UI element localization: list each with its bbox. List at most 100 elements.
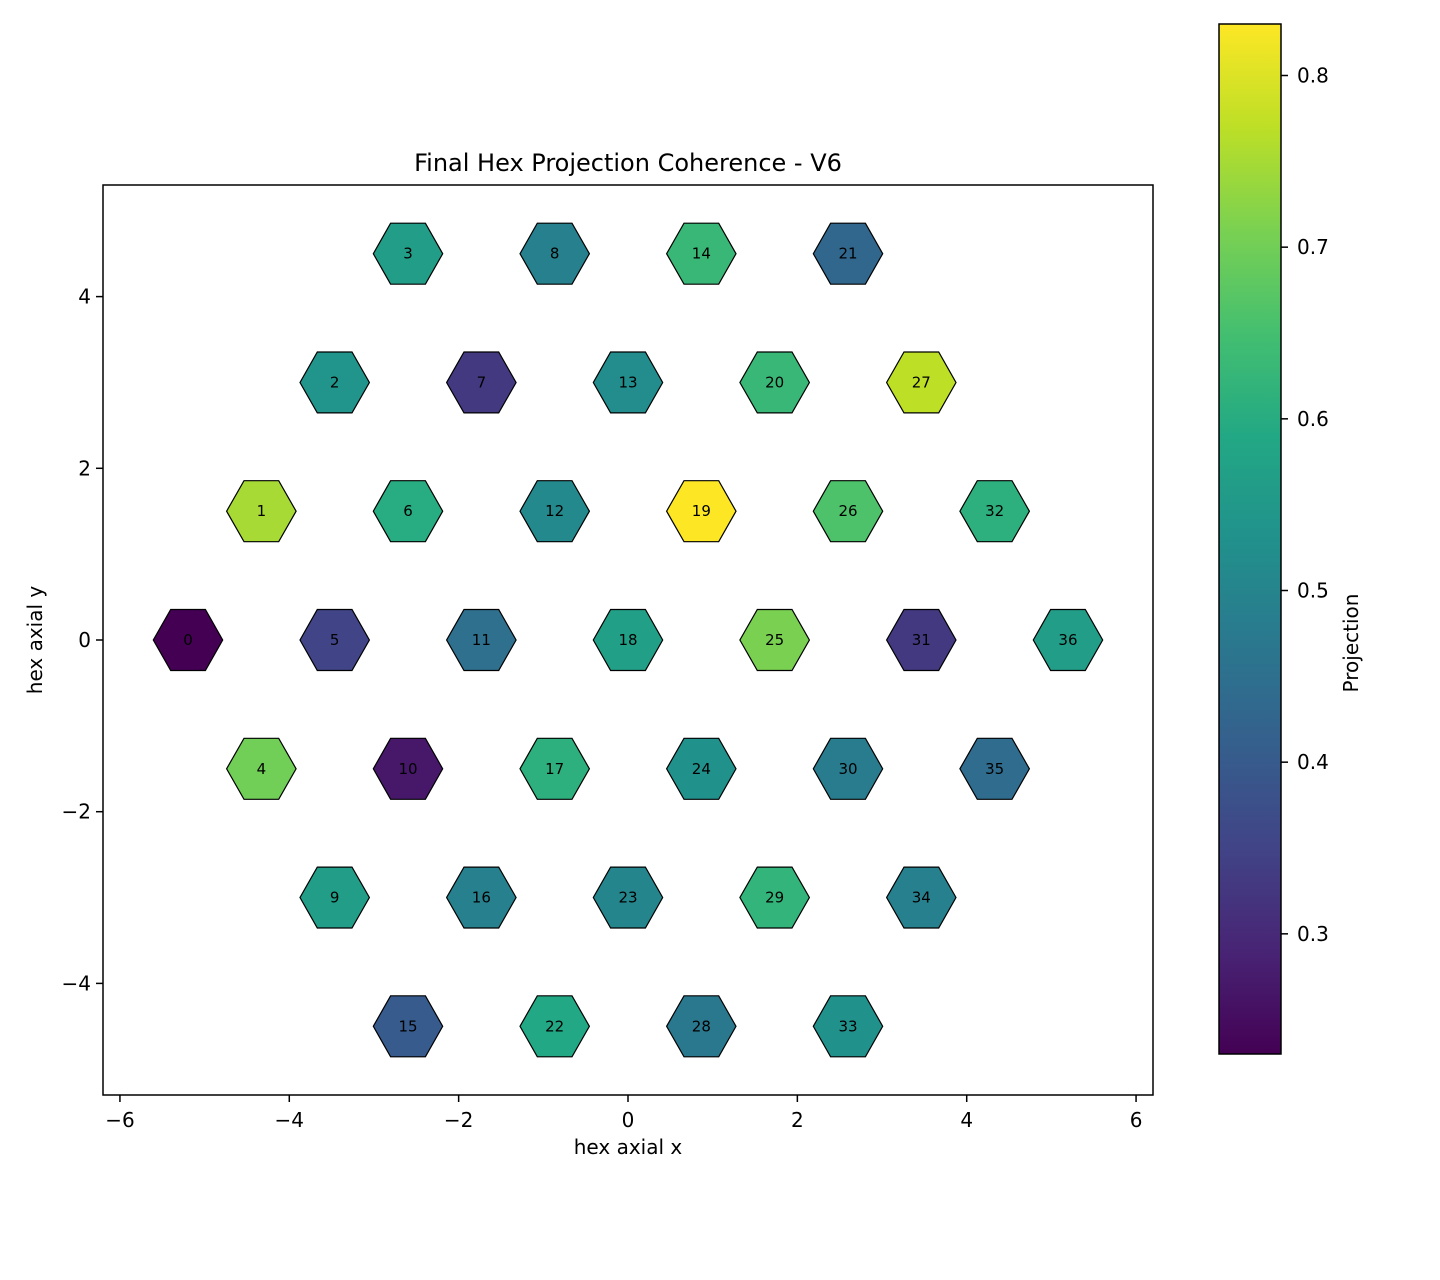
y-tick-label: 2 (78, 456, 91, 480)
colorbar: 0.3 0.4 0.5 0.6 0.7 0.8 Projection (1218, 23, 1363, 1055)
hex-cell-26 (812, 480, 884, 543)
hex-cell-label: 34 (912, 889, 931, 907)
hex-cell-label: 36 (1058, 631, 1077, 649)
y-axis-ticks: −4 −2 0 2 4 (62, 285, 103, 995)
hex-cell-label: 33 (838, 1017, 857, 1035)
hex-cell-19 (665, 480, 737, 543)
x-tick-label: −6 (105, 1108, 134, 1132)
colorbar-ticks: 0.3 0.4 0.5 0.6 0.7 0.8 (1281, 64, 1329, 946)
chart-title: Final Hex Projection Coherence - V6 (414, 149, 842, 177)
hex-cell-14 (665, 222, 737, 285)
y-tick-label: −4 (62, 971, 91, 995)
x-axis-label: hex axial x (574, 1135, 683, 1159)
hex-cell-label: 0 (183, 631, 193, 649)
x-axis-ticks: −6 −4 −2 0 2 4 6 (105, 1095, 1142, 1132)
hex-cell-34 (885, 866, 957, 929)
hex-cell-label: 30 (838, 760, 857, 778)
hex-cell-27 (885, 351, 957, 414)
hex-cell-label: 25 (765, 631, 784, 649)
hex-cell-30 (812, 737, 884, 800)
hex-cell-3 (372, 222, 444, 285)
hex-cell-label: 29 (765, 889, 784, 907)
hex-cell-label: 13 (618, 373, 637, 391)
y-tick-label: −2 (62, 800, 91, 824)
hex-cell-9 (299, 866, 371, 929)
hex-cell-label: 12 (545, 502, 564, 520)
hex-cell-11 (445, 608, 517, 672)
colorbar-tick-label: 0.6 (1297, 407, 1329, 431)
hex-cell-16 (445, 866, 517, 929)
colorbar-gradient (1218, 23, 1282, 1055)
y-axis-label: hex axial y (23, 586, 47, 695)
hex-cell-23 (592, 866, 664, 929)
hex-cell-25 (739, 608, 811, 672)
hex-cell-15 (372, 995, 444, 1058)
colorbar-tick-label: 0.5 (1297, 579, 1329, 603)
hex-cell-label: 19 (692, 502, 711, 520)
colorbar-tick-label: 0.3 (1297, 922, 1329, 946)
hex-cell-17 (519, 737, 591, 800)
hex-cell-label: 5 (330, 631, 340, 649)
hex-cell-33 (812, 995, 884, 1058)
y-tick-label: 0 (78, 628, 91, 652)
hex-cell-label: 4 (257, 760, 267, 778)
x-tick-label: −2 (444, 1108, 473, 1132)
hex-cell-2 (299, 351, 371, 414)
y-tick-label: 4 (78, 285, 91, 309)
hex-cell-6 (372, 480, 444, 543)
hex-cell-35 (959, 737, 1031, 800)
hex-cell-label: 11 (472, 631, 491, 649)
hex-cell-label: 17 (545, 760, 564, 778)
hex-cell-label: 16 (472, 889, 491, 907)
hex-cells: 0123456789101112131415161718192021222324… (152, 222, 1104, 1058)
hex-cell-8 (519, 222, 591, 285)
colorbar-tick-label: 0.4 (1297, 750, 1329, 774)
hex-cell-24 (665, 737, 737, 800)
hex-cell-label: 20 (765, 373, 784, 391)
hex-cell-4 (225, 737, 297, 800)
x-tick-label: 6 (1130, 1108, 1143, 1132)
hex-cell-label: 14 (692, 245, 711, 263)
hex-cell-22 (519, 995, 591, 1058)
hex-cell-label: 9 (330, 889, 340, 907)
hex-cell-label: 8 (550, 245, 560, 263)
hex-cell-21 (812, 222, 884, 285)
hex-cell-label: 2 (330, 373, 340, 391)
hex-cell-label: 32 (985, 502, 1004, 520)
hex-cell-7 (445, 351, 517, 414)
hex-cell-5 (299, 608, 371, 672)
colorbar-label: Projection (1339, 594, 1363, 693)
hex-cell-20 (739, 351, 811, 414)
hex-cell-label: 35 (985, 760, 1004, 778)
hex-cell-31 (885, 608, 957, 672)
hex-cell-label: 7 (477, 373, 487, 391)
hex-cell-32 (959, 480, 1031, 543)
x-tick-label: 0 (622, 1108, 635, 1132)
hex-cell-label: 21 (838, 245, 857, 263)
hex-cell-29 (739, 866, 811, 929)
hex-cell-0 (152, 608, 224, 672)
hex-cell-label: 27 (912, 373, 931, 391)
x-tick-label: 2 (791, 1108, 804, 1132)
hex-cell-1 (225, 480, 297, 543)
hex-cell-label: 1 (257, 502, 267, 520)
hex-cell-10 (372, 737, 444, 800)
hex-cell-18 (592, 608, 664, 672)
hex-cell-label: 28 (692, 1017, 711, 1035)
hex-cell-label: 6 (403, 502, 413, 520)
hex-cell-label: 22 (545, 1017, 564, 1035)
hex-cell-28 (665, 995, 737, 1058)
hex-cell-label: 15 (398, 1017, 417, 1035)
x-tick-label: 4 (960, 1108, 973, 1132)
hex-cell-36 (1032, 608, 1104, 672)
hex-cell-label: 18 (618, 631, 637, 649)
hex-cell-label: 31 (912, 631, 931, 649)
hex-cell-label: 10 (398, 760, 417, 778)
colorbar-tick-label: 0.8 (1297, 64, 1329, 88)
hex-cell-13 (592, 351, 664, 414)
hex-cell-label: 26 (838, 502, 857, 520)
colorbar-tick-label: 0.7 (1297, 235, 1329, 259)
hex-cell-label: 3 (403, 245, 413, 263)
hex-cell-label: 23 (618, 889, 637, 907)
